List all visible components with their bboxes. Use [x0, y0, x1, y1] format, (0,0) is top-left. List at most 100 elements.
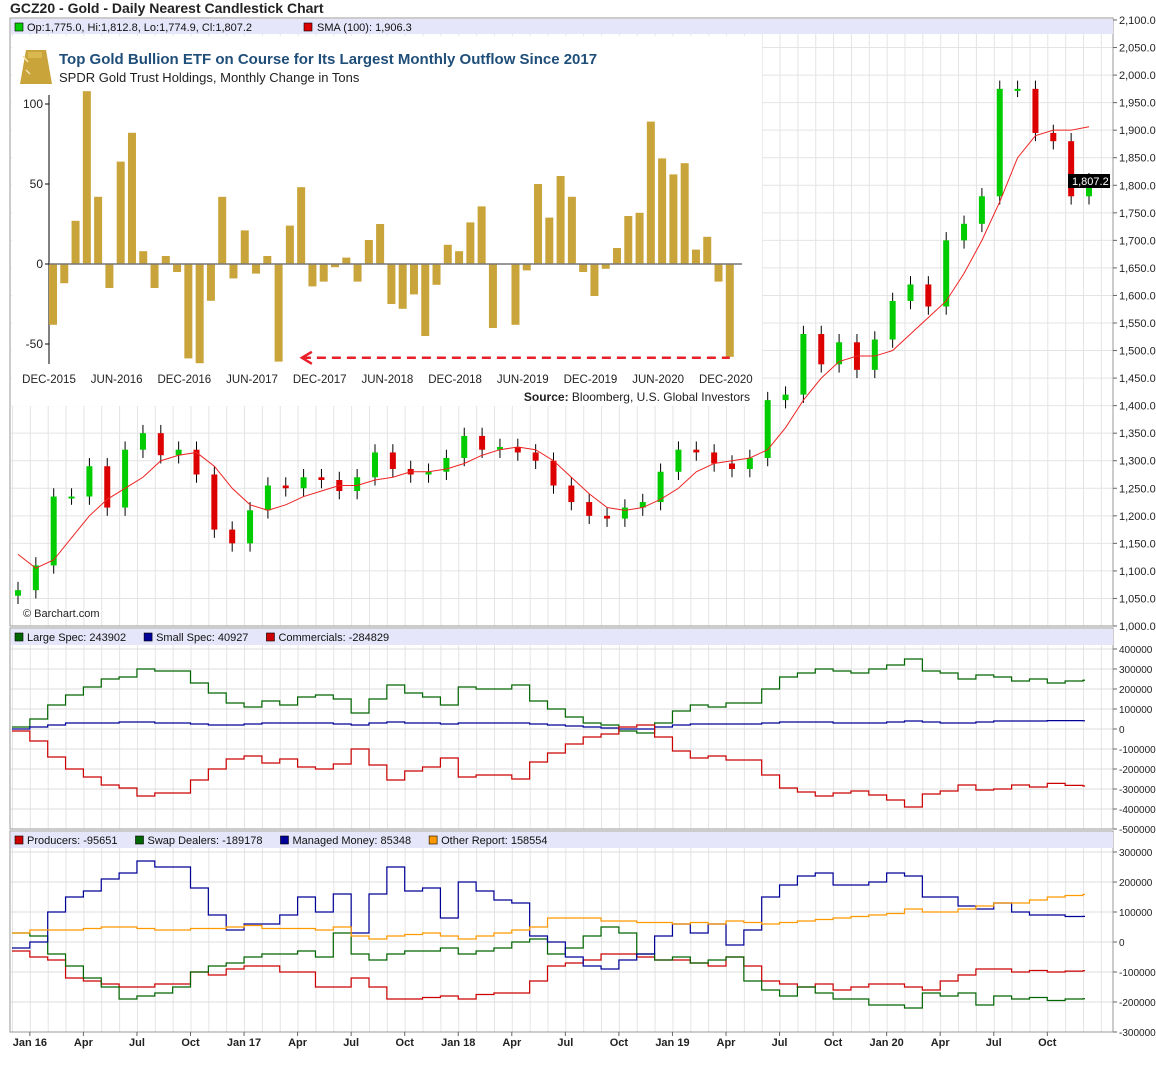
inset-bar [477, 206, 486, 264]
inset-title: Top Gold Bullion ETF on Course for Its L… [59, 51, 597, 68]
series-line-large-spec [12, 658, 1085, 734]
x-tick-label: Apr [502, 1037, 522, 1049]
legend-entry: Other Report: 158554 [441, 835, 547, 847]
legend-swatch [428, 835, 438, 845]
y-tick-label: 1,900.0 [1119, 125, 1156, 137]
series-line-small-spec [12, 720, 1085, 730]
x-tick-label: Oct [1038, 1037, 1057, 1049]
y-tick-label: 1,550.0 [1119, 318, 1156, 330]
candle-body [15, 590, 21, 596]
y-tick-label: 400000 [1119, 645, 1153, 656]
inset-bar [285, 225, 294, 264]
inset-x-tick-label: DEC-2017 [293, 374, 347, 386]
inset-bar [116, 161, 125, 264]
price-legend-band [11, 19, 1113, 34]
candle-body [818, 334, 825, 365]
chart-title: GCZ20 - Gold - Daily Nearest Candlestick… [10, 0, 324, 16]
x-tick-label: Apr [931, 1037, 951, 1049]
candle-body [996, 88, 1003, 197]
candle-body [1014, 88, 1021, 91]
candle-body [461, 435, 468, 458]
candle-body [496, 446, 503, 450]
candle-body [1050, 132, 1057, 142]
series-line-other-report [12, 893, 1085, 940]
inset-bar [635, 212, 644, 264]
candle-body [729, 463, 735, 469]
inset-bar [218, 196, 227, 264]
inset-bar [680, 163, 689, 264]
candle-body [318, 477, 325, 481]
inset-bar [184, 264, 193, 359]
price-panel[interactable] [9, 17, 1114, 627]
inset-subtitle: SPDR Gold Trust Holdings, Monthly Change… [59, 70, 360, 85]
y-tick-label: 1,200.0 [1119, 511, 1156, 523]
x-tick-label: Oct [824, 1037, 843, 1049]
inset-y-tick-label: 0 [36, 257, 43, 271]
candle-body [657, 471, 664, 503]
candle-body [639, 502, 646, 508]
candle-body [907, 284, 914, 301]
x-tick-label: Oct [610, 1037, 629, 1049]
candle-body [229, 529, 236, 544]
candle-body [746, 457, 753, 469]
inset-bar [71, 220, 80, 264]
y-tick-label: 1,600.0 [1119, 290, 1156, 302]
inset-bar [658, 158, 667, 264]
candle-body [354, 477, 361, 492]
x-tick-label: Jul [772, 1037, 788, 1049]
inset-bar [263, 256, 272, 264]
inset-bar [646, 121, 655, 264]
candle-body [211, 474, 218, 530]
y-tick-label: 0 [1119, 938, 1125, 949]
y-tick-label: 1,050.0 [1119, 593, 1156, 605]
candle-body [300, 477, 307, 489]
y-tick-label: 2,050.0 [1119, 43, 1156, 55]
candle-body [157, 433, 164, 456]
inset-y-tick-label: 100 [23, 97, 43, 111]
legend-entry: Managed Money: 85348 [292, 835, 411, 847]
inset-bar [567, 196, 576, 264]
x-tick-label: Jan 16 [13, 1037, 47, 1049]
y-tick-label: 1,750.0 [1119, 208, 1156, 220]
inset-x-tick-label: DEC-2018 [428, 374, 482, 386]
inset-bar [534, 184, 543, 264]
cot-panel-2[interactable] [9, 830, 1114, 1033]
sma-legend-swatch [303, 22, 313, 32]
x-tick-label: Jan 17 [227, 1037, 261, 1049]
inset-bar [376, 224, 385, 264]
inset-bar [466, 222, 475, 264]
inset-bar [601, 264, 610, 269]
candle-body [943, 240, 950, 307]
candle-body [621, 507, 628, 519]
y-tick-label: 100000 [1119, 908, 1153, 919]
candle-body [479, 435, 486, 450]
last-price: 1,807.2 [1072, 176, 1109, 188]
x-tick-label: Apr [717, 1037, 737, 1049]
legend-entry: Commercials: -284829 [278, 632, 389, 644]
y-tick-label: -200000 [1119, 765, 1156, 776]
y-tick-label: 300000 [1119, 665, 1153, 676]
series-line-swap-dealers [12, 926, 1085, 1009]
inset-bar [590, 264, 599, 296]
inset-bar [421, 264, 430, 336]
y-tick-label: 1,800.0 [1119, 180, 1156, 192]
x-tick-label: Jul [986, 1037, 1002, 1049]
y-tick-label: -500000 [1119, 825, 1156, 836]
legend-entry: Small Spec: 40927 [156, 632, 248, 644]
inset-bar [725, 264, 734, 357]
candle-body [372, 452, 378, 478]
x-tick-label: Jan 19 [655, 1037, 689, 1049]
y-tick-label: 2,100.0 [1119, 15, 1156, 27]
inset-bar [127, 132, 136, 264]
inset-bar [240, 230, 249, 264]
inset-bar [455, 251, 464, 264]
x-tick-label: Apr [74, 1037, 94, 1049]
inset-bar [691, 249, 700, 264]
inset-bar [342, 257, 351, 264]
y-tick-label: -400000 [1119, 805, 1156, 816]
y-tick-label: 1,100.0 [1119, 566, 1156, 578]
inset-bar [206, 264, 215, 301]
candle-body [264, 485, 271, 511]
candle-body [68, 496, 75, 499]
inset-bar [703, 236, 712, 264]
